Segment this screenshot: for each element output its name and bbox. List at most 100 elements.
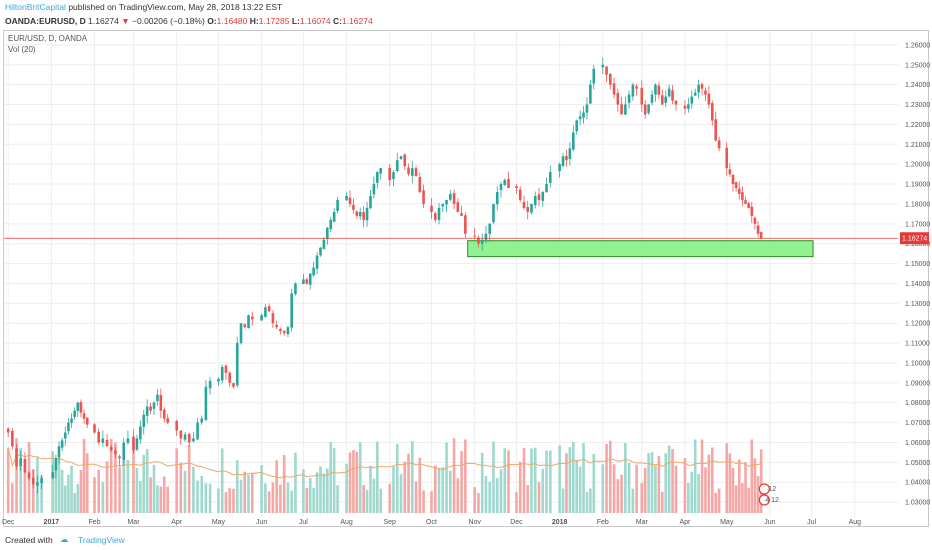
candle-body	[217, 378, 220, 382]
volume-bar	[352, 450, 355, 513]
volume-bar	[667, 445, 671, 513]
candle-body	[737, 188, 741, 194]
volume-bar	[734, 485, 738, 513]
volume-bar	[541, 468, 545, 513]
volume-bar	[264, 483, 267, 513]
candle-body	[239, 323, 243, 344]
candle-body	[499, 184, 503, 191]
candle-body	[582, 112, 585, 118]
candle-body	[395, 160, 399, 172]
volume-bar	[82, 438, 86, 513]
volume-bar	[700, 439, 704, 513]
price-tick-label: 1.12000	[905, 321, 930, 328]
time-tick-label: May	[212, 519, 226, 526]
candle-body	[624, 104, 627, 115]
volume-bar	[135, 468, 139, 513]
candle-body	[23, 458, 27, 473]
candle-body	[348, 197, 352, 204]
volume-bar	[142, 454, 146, 513]
candle-body	[183, 434, 187, 440]
volume-bar	[305, 488, 309, 513]
volume-bar	[399, 474, 403, 513]
candle-body	[192, 438, 195, 442]
candle-body	[352, 204, 355, 210]
candle-body	[179, 430, 183, 439]
candle-body	[388, 168, 392, 181]
volume-bar	[204, 483, 208, 513]
volume-bar	[561, 488, 565, 513]
volume-bar	[76, 484, 80, 513]
volume-bar	[704, 467, 707, 513]
candle-body	[522, 201, 526, 208]
volume-bar	[70, 465, 73, 513]
volume-bar	[737, 459, 741, 513]
footer: Created with ☁ TradingView	[0, 528, 932, 550]
volume-bar	[372, 478, 376, 513]
author-link[interactable]: HiltonBritCapital	[5, 2, 66, 12]
volume-bar	[166, 486, 169, 513]
volume-bar	[403, 461, 407, 513]
symbol-name: OANDA:EURUSD, D	[5, 16, 86, 26]
volume-bar	[139, 481, 142, 513]
candle-body	[204, 386, 208, 421]
volume-bar	[93, 477, 96, 513]
chart-frame[interactable]	[3, 30, 929, 527]
volume-bar	[589, 488, 592, 513]
price-tick-label: 1.11000	[905, 341, 930, 348]
price-tick-label: 1.13000	[905, 301, 930, 308]
candle-body	[717, 140, 721, 149]
candle-body	[305, 279, 309, 284]
volume-bar	[192, 466, 195, 513]
volume-bar	[220, 448, 224, 513]
volume-bar	[85, 453, 89, 513]
volume-bar	[101, 481, 105, 513]
candle-body	[647, 104, 650, 113]
volume-bar	[156, 485, 159, 513]
volume-bar	[575, 459, 579, 513]
candle-body	[687, 104, 690, 109]
event-badges: 12 4 12	[758, 483, 779, 506]
volume-bar	[750, 439, 754, 513]
candle-body	[407, 167, 410, 175]
volume-bar	[224, 492, 228, 513]
volume-bar	[565, 453, 568, 513]
candle-body	[674, 100, 678, 105]
price-tick-label: 1.22000	[905, 122, 930, 129]
candle-body	[592, 68, 596, 84]
candle-body	[369, 195, 372, 209]
price-tick-label: 1.23000	[905, 102, 930, 109]
candle-body	[667, 88, 671, 97]
candle-body	[548, 172, 552, 183]
candle-body	[282, 330, 286, 334]
time-tick-label: Dec	[2, 519, 15, 526]
candle-body	[200, 418, 204, 423]
volume-bar	[759, 449, 763, 513]
volume-bar	[200, 475, 204, 513]
candle-body	[358, 211, 362, 217]
volume-bar	[23, 468, 27, 513]
price-tick-label: 1.15000	[905, 261, 930, 268]
candle-body	[315, 255, 319, 269]
volume-bar	[379, 488, 383, 513]
volume-bar	[674, 465, 678, 513]
volume-bar	[558, 445, 561, 513]
volume-bar	[145, 449, 149, 513]
price-tick-label: 1.04000	[905, 480, 930, 487]
candle-body	[503, 180, 507, 185]
candle-body	[518, 189, 522, 200]
candle-body	[585, 104, 589, 113]
tradingview-brand[interactable]: TradingView	[78, 535, 125, 545]
time-tick-label: Nov	[468, 519, 481, 526]
event-badge-icon	[758, 494, 770, 506]
candle-body	[208, 380, 212, 389]
candle-body	[704, 90, 707, 95]
volume-bar	[388, 483, 392, 513]
candle-body	[336, 199, 339, 211]
volume-bar	[118, 467, 121, 513]
volume-bar	[518, 461, 522, 513]
volume-bar	[97, 470, 100, 513]
candle-body	[271, 313, 275, 324]
volume-bar	[495, 478, 499, 513]
candle-body	[290, 293, 293, 328]
